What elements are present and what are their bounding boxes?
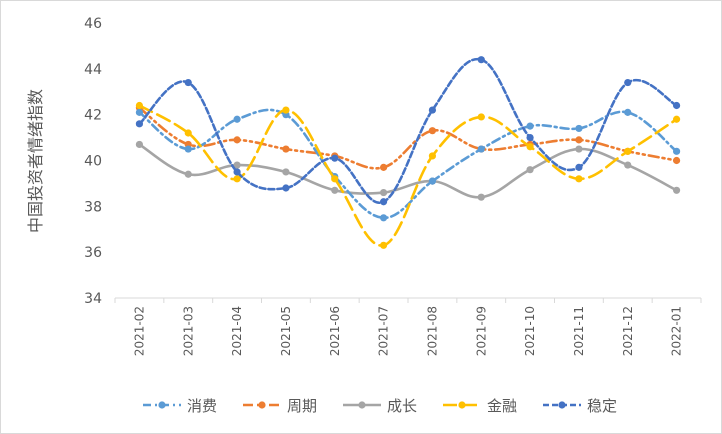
data-point (379, 188, 388, 197)
x-tick-label: 2021-03 (181, 306, 195, 356)
data-point (672, 147, 681, 155)
data-point (624, 161, 632, 169)
legend-label: 周期 (287, 397, 317, 415)
data-point (184, 145, 192, 153)
y-tick-label: 34 (84, 291, 102, 307)
x-tick-label: 2021-09 (474, 306, 488, 356)
data-point (282, 145, 290, 153)
data-point (526, 143, 534, 151)
data-point (624, 147, 632, 155)
data-point (331, 175, 339, 183)
data-point (184, 129, 192, 137)
x-tick-label: 2021-05 (279, 306, 293, 356)
legend-label: 消费 (187, 397, 217, 415)
legend-item: 成长 (343, 397, 417, 415)
data-point (135, 108, 144, 116)
legend: 消费 周期 成长 金融 稳定 (143, 397, 617, 415)
legend-label: 成长 (387, 397, 417, 415)
legend-item: 金融 (443, 397, 517, 415)
x-axis: 2021-02 2021-03 2021-04 2021-05 2021-06 2021-… (114, 297, 702, 356)
y-axis-label: 中国投资者情绪指数 (26, 89, 45, 233)
data-point (282, 168, 290, 176)
y-tick-label: 38 (84, 199, 102, 215)
data-point (233, 175, 241, 183)
data-point (526, 166, 534, 174)
x-tick-label: 2021-02 (132, 306, 146, 356)
x-tick-label: 2021-12 (621, 306, 635, 356)
series-line (138, 104, 678, 247)
x-tick-label: 2021-11 (572, 306, 586, 356)
data-point (575, 175, 583, 183)
data-point (575, 145, 583, 153)
x-tick-label: 2022-01 (670, 306, 684, 356)
data-point (331, 154, 339, 162)
data-point (624, 78, 632, 87)
data-point (672, 186, 681, 194)
y-tick-label: 42 (84, 108, 102, 124)
series-4 (135, 101, 681, 249)
series-1 (135, 108, 681, 222)
data-point (233, 136, 241, 144)
legend-marker (158, 401, 166, 409)
data-point (526, 122, 534, 130)
y-tick-label: 40 (84, 154, 102, 170)
data-point (575, 124, 583, 133)
x-tick-label: 2021-06 (328, 306, 342, 356)
data-point (135, 140, 144, 149)
x-tick-label: 2021-04 (230, 306, 244, 356)
data-point (428, 127, 437, 135)
data-point (477, 145, 485, 153)
data-point (233, 115, 241, 123)
legend-item: 消费 (143, 397, 217, 415)
data-point (526, 133, 534, 142)
data-point (184, 170, 192, 178)
data-point (624, 108, 632, 116)
x-tick-label: 2021-07 (377, 306, 391, 356)
data-point (379, 214, 388, 222)
data-point (477, 113, 485, 121)
data-point (672, 156, 681, 165)
data-point (575, 136, 583, 144)
data-point (477, 193, 485, 201)
y-tick-label: 36 (84, 245, 102, 261)
legend-marker (458, 401, 466, 409)
data-point (672, 101, 681, 110)
data-point (233, 161, 241, 169)
series-layer (135, 56, 681, 249)
data-point (135, 101, 144, 110)
legend-marker (358, 401, 366, 409)
data-point (379, 198, 388, 206)
data-point (379, 241, 388, 249)
data-point (575, 163, 583, 171)
y-tick-label: 46 (84, 16, 102, 32)
legend-item: 稳定 (543, 397, 617, 415)
data-point (477, 56, 485, 64)
legend-label: 金融 (487, 397, 517, 415)
data-point (233, 168, 241, 176)
y-tick-label: 44 (84, 62, 102, 78)
data-point (379, 163, 388, 171)
legend-marker (258, 401, 266, 409)
data-point (282, 106, 290, 114)
data-point (184, 78, 192, 87)
x-tick-label: 2021-10 (523, 306, 537, 356)
data-point (428, 177, 437, 185)
data-point (428, 106, 437, 114)
data-point (282, 184, 290, 192)
data-point (672, 115, 681, 123)
data-point (331, 186, 339, 194)
y-axis: 34 36 38 40 42 44 46 (84, 16, 102, 307)
legend-item: 周期 (243, 397, 317, 415)
series-5 (135, 56, 681, 206)
series-line (138, 57, 678, 204)
x-tick-label: 2021-08 (425, 306, 439, 356)
data-point (428, 152, 437, 160)
legend-label: 稳定 (587, 397, 617, 415)
data-point (135, 120, 144, 128)
legend-marker (558, 401, 566, 409)
